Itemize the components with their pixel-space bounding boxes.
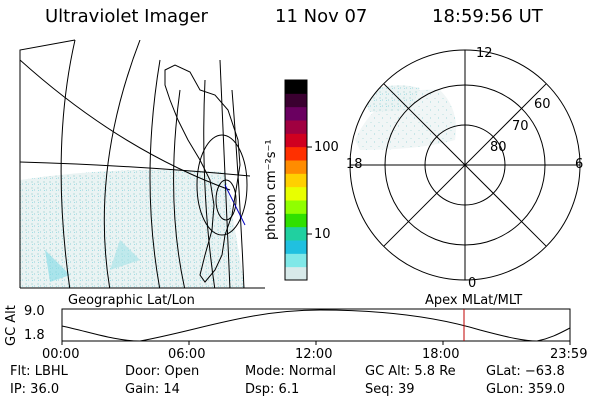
gc-alt-value: GC Alt: 5.8 Re <box>365 364 456 379</box>
glon-value: GLon: 359.0 <box>486 382 566 397</box>
colorbar-label: photon cm⁻²s⁻¹ <box>264 139 279 240</box>
orbit-ytick-max: 9.0 <box>24 304 45 319</box>
orbit-ylabel: GC Alt <box>4 305 19 346</box>
colorbar-segment <box>285 80 307 94</box>
colorbar-segment <box>285 200 307 214</box>
gain-value: Gain: 14 <box>125 382 180 397</box>
colorbar-tick-100: 100 <box>314 140 339 155</box>
colorbar-segment <box>285 106 307 121</box>
polar-plot <box>349 49 581 281</box>
geographic-caption: Geographic Lat/Lon <box>68 293 195 308</box>
colorbar-segment <box>285 266 307 281</box>
mlt-label-0: 0 <box>468 276 477 291</box>
orbit-altitude-plot <box>61 308 571 345</box>
mlat-label-60: 60 <box>534 97 551 112</box>
glat-value: GLat: −63.8 <box>486 364 565 379</box>
orbit-ytick-min: 1.8 <box>24 328 45 343</box>
mlat-label-70: 70 <box>512 119 529 134</box>
date-label: 11 Nov 07 <box>275 6 368 27</box>
mlat-label-80: 80 <box>490 140 507 155</box>
door-value: Door: Open <box>125 364 200 379</box>
orbit-xtick-0600: 06:00 <box>168 347 206 362</box>
orbit-xtick-1800: 18:00 <box>422 347 460 362</box>
orbit-xtick-1200: 12:00 <box>295 347 333 362</box>
seq-value: Seq: 39 <box>365 382 415 397</box>
polar-aurora-region <box>355 89 456 150</box>
colorbar-segment <box>285 160 307 174</box>
colorbar <box>284 79 312 281</box>
apex-caption: Apex MLat/MLT <box>425 293 523 308</box>
colorbar-segment <box>285 186 307 201</box>
mlt-label-6: 6 <box>575 157 584 172</box>
colorbar-segment <box>285 93 307 108</box>
filter-value: Flt: LBHL <box>10 364 68 379</box>
orbit-xtick-0000: 00:00 <box>42 347 80 362</box>
mode-value: Mode: Normal <box>245 364 336 379</box>
colorbar-segment <box>285 240 307 254</box>
colorbar-tick-10: 10 <box>314 227 331 242</box>
colorbar-segment <box>285 133 307 148</box>
coastline <box>164 64 241 283</box>
ip-value: IP: 36.0 <box>10 382 60 397</box>
colorbar-segment <box>285 253 307 268</box>
geographic-map <box>19 39 265 289</box>
colorbar-segment <box>285 213 307 228</box>
aurora-image-region <box>20 169 245 288</box>
mlt-label-18: 18 <box>346 157 363 172</box>
dsp-value: Dsp: 6.1 <box>245 382 300 397</box>
mlt-label-12: 12 <box>476 46 493 61</box>
colorbar-segment <box>285 226 307 241</box>
orbit-xtick-2359: 23:59 <box>550 347 588 362</box>
colorbar-segment <box>285 146 307 161</box>
colorbar-segment <box>285 173 307 188</box>
time-label: 18:59:56 UT <box>432 6 543 27</box>
orbit-altitude-curve <box>61 309 571 342</box>
colorbar-segment <box>285 120 307 134</box>
instrument-title: Ultraviolet Imager <box>45 6 208 27</box>
